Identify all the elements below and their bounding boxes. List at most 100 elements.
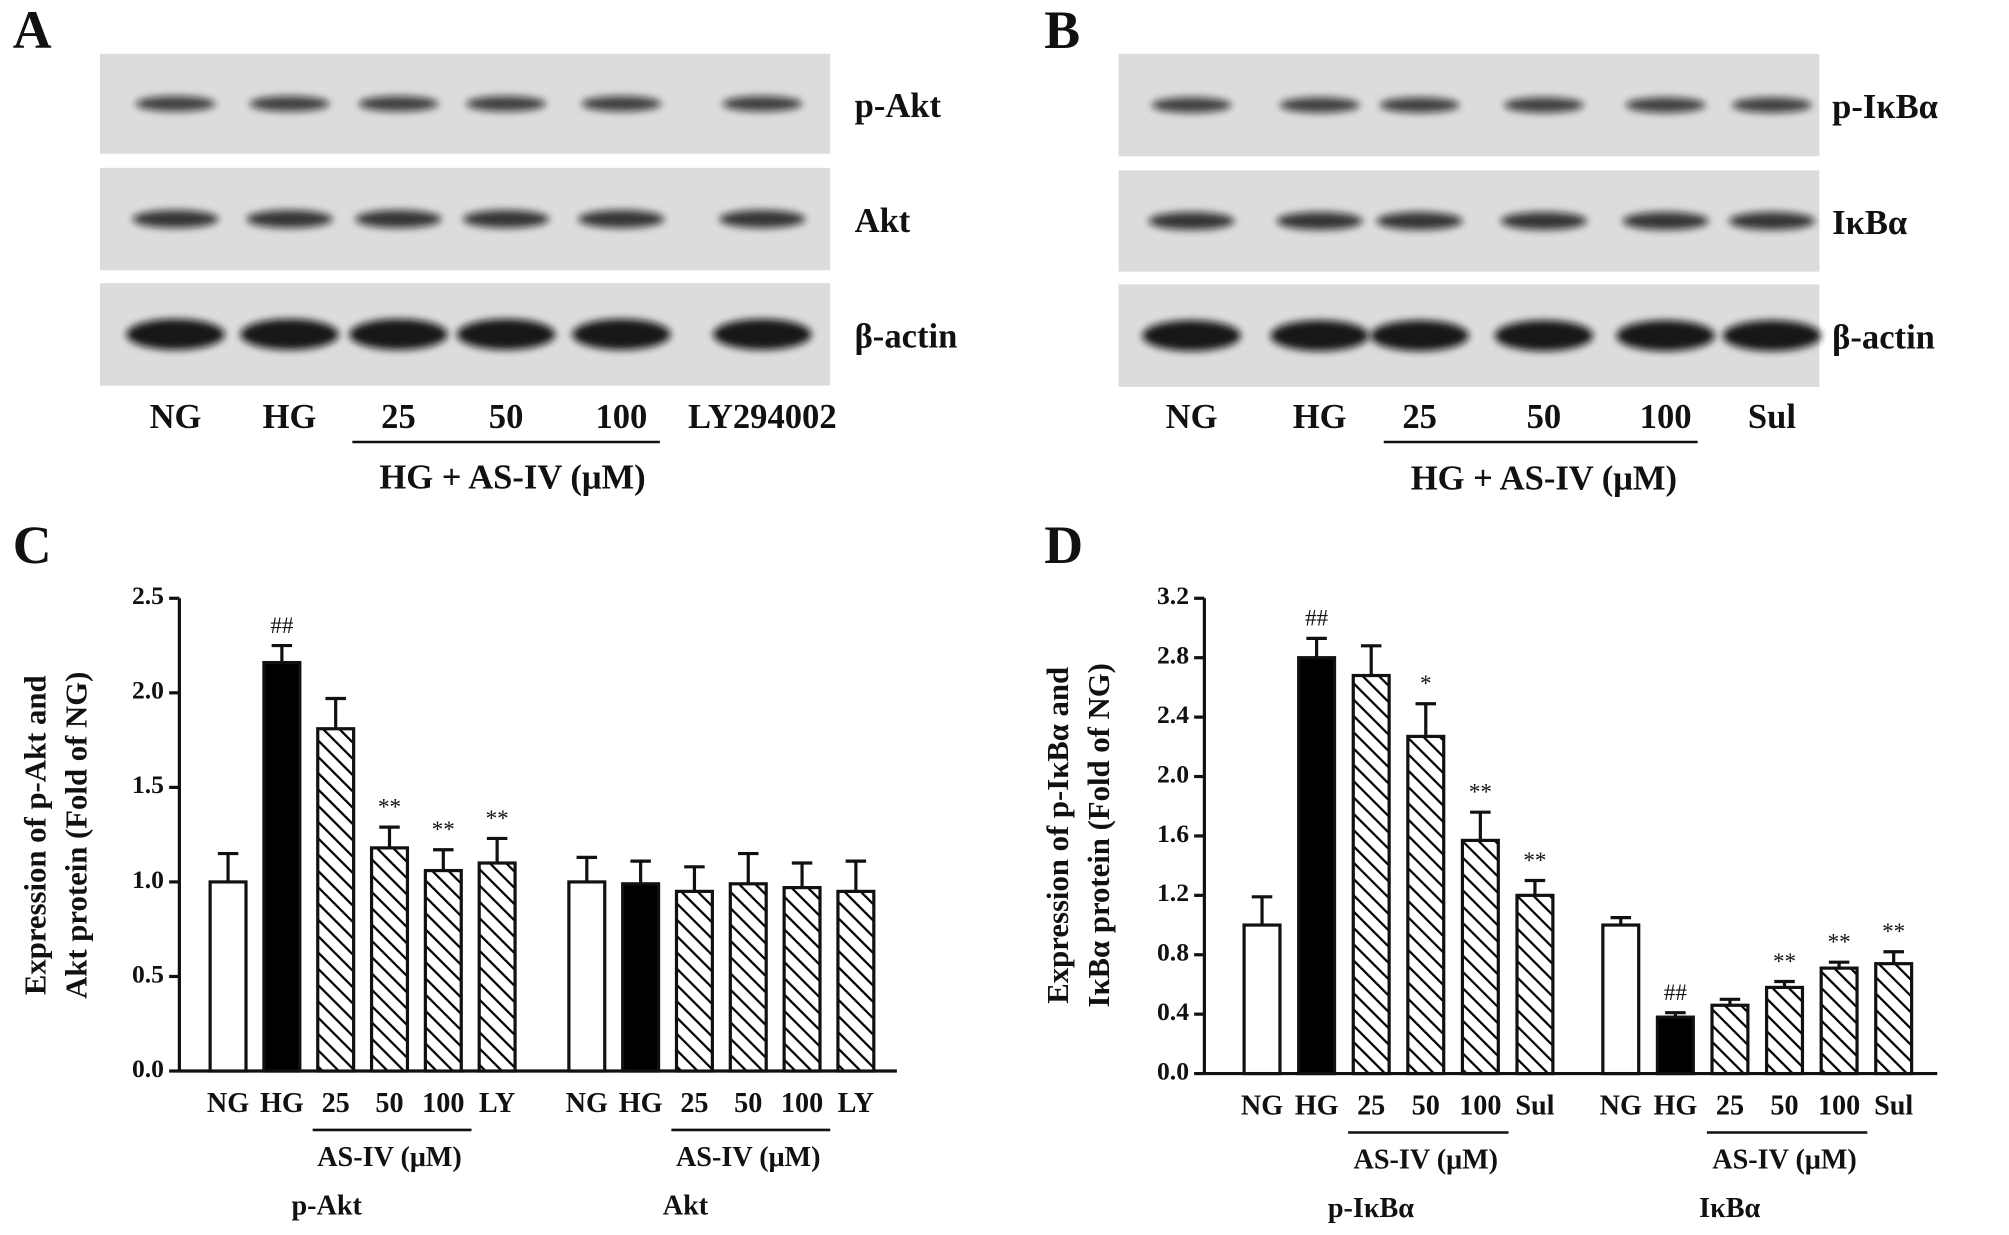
x-tick-label: NG <box>1241 1091 1283 1122</box>
y-axis-label: Expression of p-Akt and <box>18 675 52 995</box>
blot-band <box>1276 212 1363 230</box>
blot-band <box>719 210 806 229</box>
x-tick-label: 25 <box>1357 1091 1385 1122</box>
blot-band <box>466 96 547 112</box>
y-tick-label: 2.8 <box>1157 641 1189 670</box>
bar <box>1764 985 1805 1076</box>
bar <box>1515 893 1555 1076</box>
lane-label: Sul <box>1748 398 1796 436</box>
bar <box>1351 673 1391 1076</box>
significance-label: ## <box>270 612 294 638</box>
blot-band <box>1500 212 1587 230</box>
blot-band <box>572 318 671 350</box>
blot-band <box>355 210 442 229</box>
lane-label: 50 <box>1527 398 1562 436</box>
blot-membrane <box>99 53 831 154</box>
blot-band <box>581 96 662 112</box>
blot-band <box>135 96 216 112</box>
x-tick-label: LY <box>479 1088 516 1119</box>
panel-letter: C <box>13 515 52 575</box>
blot-band <box>1622 212 1709 230</box>
blot-band <box>1370 320 1469 352</box>
band-label: Akt <box>855 202 911 240</box>
x-tick-label: 25 <box>680 1088 708 1119</box>
panel-letter: D <box>1044 515 1083 575</box>
bar <box>477 861 517 1073</box>
blot-band <box>1376 212 1463 230</box>
x-tick-label: 50 <box>734 1088 762 1119</box>
band-label: β-actin <box>855 317 958 355</box>
bar <box>836 889 876 1073</box>
blot-band <box>1722 320 1822 352</box>
y-tick-label: 2.5 <box>132 581 164 610</box>
lane-label: NG <box>150 398 202 436</box>
blot-band <box>1731 97 1812 113</box>
x-tick-label: NG <box>1600 1091 1642 1122</box>
significance-label: ** <box>1469 779 1492 805</box>
panel-letter: A <box>13 0 52 60</box>
sub-label: AS-IV (μM) <box>676 1142 821 1173</box>
x-tick-label: 25 <box>322 1088 350 1119</box>
band-label: IκBα <box>1832 204 1907 242</box>
x-tick-label: 100 <box>781 1088 823 1119</box>
group-name: p-Akt <box>291 1191 362 1222</box>
y-tick-label: 1.0 <box>132 865 164 894</box>
blot-band <box>1494 320 1594 352</box>
blot-band <box>358 96 439 112</box>
x-tick-label: Sul <box>1874 1091 1913 1122</box>
bar <box>621 882 661 1073</box>
y-tick-label: 2.4 <box>1157 700 1189 729</box>
blot-band <box>1625 97 1706 113</box>
x-tick-label: HG <box>1653 1091 1697 1122</box>
lane-label: NG <box>1166 398 1218 436</box>
blot-band <box>1270 320 1369 352</box>
sub-label: AS-IV (μM) <box>1353 1144 1498 1175</box>
x-tick-label: 50 <box>375 1088 403 1119</box>
lane-label: 25 <box>1402 398 1437 436</box>
significance-label: ## <box>1305 605 1329 631</box>
panel-letter: B <box>1044 0 1080 60</box>
y-tick-label: 0.0 <box>1157 1056 1189 1085</box>
y-tick-label: 0.5 <box>132 959 164 988</box>
blot-band <box>240 318 339 350</box>
x-tick-label: NG <box>566 1088 608 1119</box>
bar <box>423 868 463 1073</box>
bar <box>567 880 607 1073</box>
y-tick-label: 0.0 <box>132 1054 164 1083</box>
bar <box>1406 734 1446 1076</box>
blot-band <box>1503 97 1584 113</box>
lane-label: HG <box>1293 398 1347 436</box>
significance-label: ** <box>1523 847 1546 873</box>
blot-band <box>722 96 803 112</box>
group-name: IκBα <box>1699 1193 1760 1224</box>
y-tick-label: 1.5 <box>132 770 164 799</box>
band-label: p-Akt <box>855 87 942 125</box>
blot-band <box>126 318 225 350</box>
significance-label: ** <box>378 793 401 819</box>
bar <box>1242 923 1282 1076</box>
blot-band <box>1151 97 1232 113</box>
y-tick-label: 2.0 <box>1157 759 1189 788</box>
y-tick-label: 1.6 <box>1157 819 1189 848</box>
significance-label: ## <box>1664 979 1688 1005</box>
y-axis-label: IκBα protein (Fold of NG) <box>1082 663 1116 1007</box>
bar <box>782 885 822 1073</box>
group-label: HG + AS-IV (μM) <box>379 458 645 496</box>
x-tick-label: 100 <box>422 1088 464 1119</box>
blot-band <box>713 318 812 350</box>
x-tick-label: 50 <box>1770 1091 1798 1122</box>
bar <box>1601 923 1641 1076</box>
blot-band <box>132 210 219 229</box>
lane-label: 50 <box>489 398 524 436</box>
y-axis-label: Expression of p-IκBα and <box>1041 667 1075 1004</box>
bar <box>728 882 768 1073</box>
x-tick-label: HG <box>260 1088 304 1119</box>
blot-band <box>1142 320 1241 352</box>
x-tick-label: 25 <box>1716 1091 1744 1122</box>
blot-band <box>1279 97 1360 113</box>
y-tick-label: 1.2 <box>1157 878 1189 907</box>
y-tick-label: 3.2 <box>1157 581 1189 610</box>
group-label: HG + AS-IV (μM) <box>1411 460 1677 498</box>
blot-band <box>249 96 330 112</box>
